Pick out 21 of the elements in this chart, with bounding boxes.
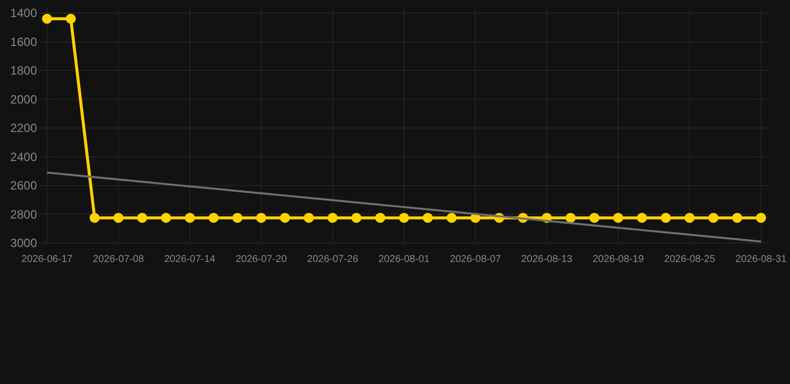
y-tick-label: 2400 bbox=[10, 150, 38, 164]
x-tick-label: 2026-08-01 bbox=[378, 254, 430, 265]
x-tick-label: 2026-08-07 bbox=[450, 254, 502, 265]
y-tick-label: 1400 bbox=[10, 6, 38, 20]
x-tick-label: 2026-07-26 bbox=[307, 254, 359, 265]
x-tick-label: 2026-06-17 bbox=[21, 254, 74, 265]
line-series bbox=[46, 172, 762, 243]
y-tick-label: 1600 bbox=[10, 34, 38, 49]
x-tick-label: 2026-08-31 bbox=[735, 254, 788, 265]
x-tick-label: 2026-08-13 bbox=[521, 254, 573, 265]
y-tick-label: 2600 bbox=[10, 178, 38, 193]
x-tick-label: 2026-07-20 bbox=[236, 254, 288, 265]
x-tick-label: 2026-08-25 bbox=[664, 254, 716, 265]
x-tick-label: 2026-07-14 bbox=[164, 254, 216, 265]
y-tick-label: 2000 bbox=[10, 92, 38, 106]
y-tick-label: 2800 bbox=[10, 207, 38, 222]
y-tick-label: 2200 bbox=[10, 121, 38, 136]
x-tick-label: 2026-08-19 bbox=[592, 254, 644, 265]
y-tick-label: 3000 bbox=[10, 236, 38, 250]
x-tick-label: 2026-07-08 bbox=[92, 254, 144, 265]
y-tick-label: 1800 bbox=[10, 64, 38, 78]
